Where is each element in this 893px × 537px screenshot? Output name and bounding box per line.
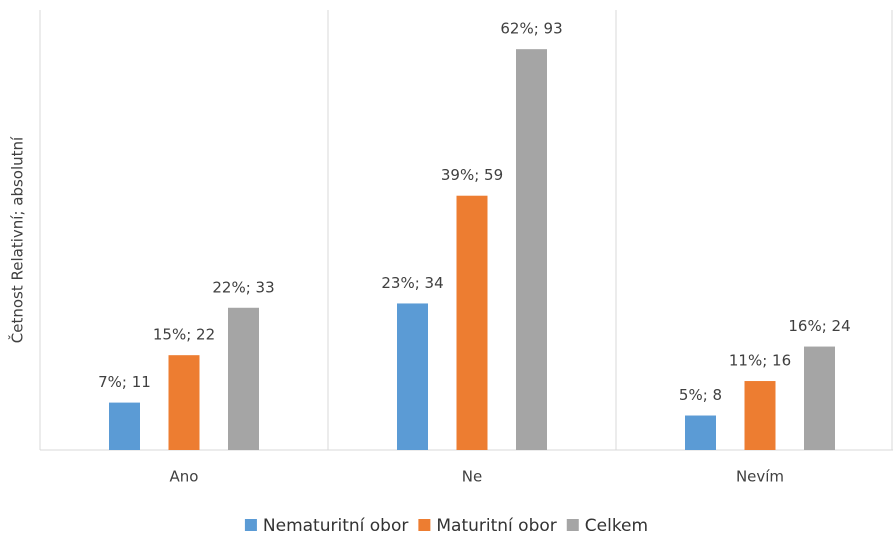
legend-swatch bbox=[566, 519, 579, 531]
bar bbox=[397, 303, 428, 450]
legend-swatch bbox=[418, 519, 431, 531]
y-axis-label: Četnost Relativní; absolutní bbox=[8, 136, 27, 343]
x-tick-label: Ne bbox=[462, 468, 482, 486]
legend-swatch bbox=[244, 519, 257, 531]
data-label: 23%; 34 bbox=[381, 274, 443, 292]
data-label: 16%; 24 bbox=[788, 317, 850, 335]
data-label: 15%; 22 bbox=[153, 326, 215, 344]
x-tick-label: Nevím bbox=[736, 468, 784, 486]
bar bbox=[168, 355, 200, 450]
data-label: 22%; 33 bbox=[212, 278, 274, 296]
data-label: 62%; 93 bbox=[500, 20, 562, 38]
bar bbox=[685, 415, 716, 450]
legend-label: Nematuritní obor bbox=[263, 516, 408, 536]
bar bbox=[804, 346, 835, 450]
data-label: 7%; 11 bbox=[98, 373, 151, 391]
data-label: 5%; 8 bbox=[679, 386, 722, 404]
legend-label: Maturitní obor bbox=[436, 516, 556, 536]
bar bbox=[744, 381, 776, 450]
bar bbox=[456, 195, 488, 450]
legend-label: Celkem bbox=[585, 516, 648, 536]
x-tick-label: Ano bbox=[170, 468, 199, 486]
bar bbox=[228, 307, 259, 450]
bar bbox=[516, 49, 547, 451]
bar bbox=[109, 402, 140, 450]
data-label: 39%; 59 bbox=[441, 166, 503, 184]
data-label: 11%; 16 bbox=[729, 352, 791, 370]
